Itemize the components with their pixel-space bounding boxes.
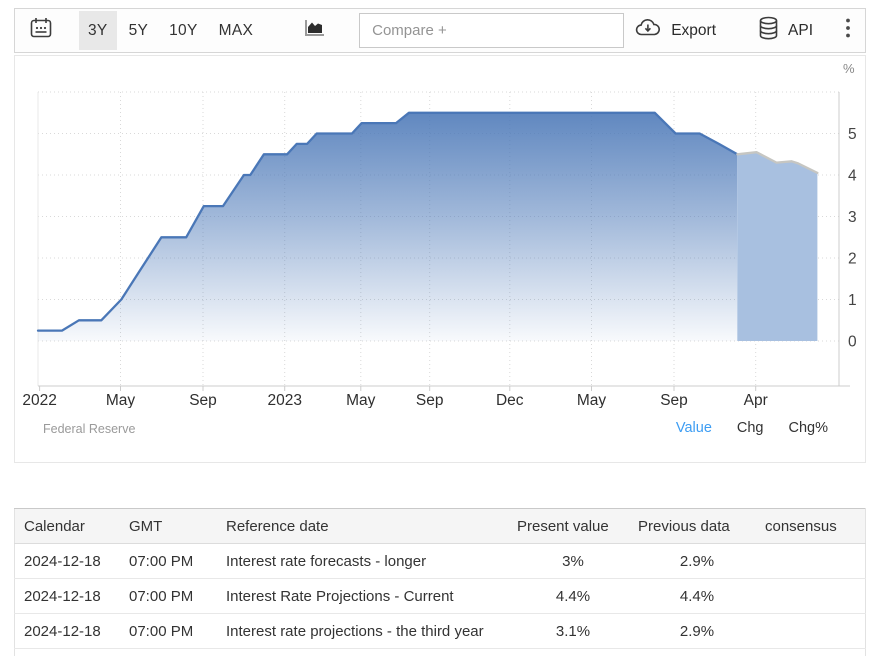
mode-link-chgpct[interactable]: Chg% xyxy=(788,420,829,436)
chart-type-button[interactable] xyxy=(303,18,325,43)
history-area xyxy=(38,112,738,341)
export-label: Export xyxy=(671,21,717,39)
forecast-area xyxy=(737,152,818,341)
cell-consensus xyxy=(756,613,866,649)
cell-calendar: 2024-12-18 xyxy=(14,543,120,579)
svg-text:Dec: Dec xyxy=(496,392,524,408)
cell-calendar: 2024-12-18 xyxy=(14,578,120,614)
api-button[interactable]: API xyxy=(758,16,813,46)
chart-axis-labels: 2022 May Sep 2023 May Sep Dec May Sep Apr 0 1 2 3 4 5% xyxy=(22,61,857,408)
history-line xyxy=(36,111,739,332)
svg-text:May: May xyxy=(577,392,607,408)
table-row[interactable]: 2024-12-18 07:00 PM Interest rate projecti… xyxy=(14,613,866,649)
header-consensus: consensus xyxy=(756,508,866,544)
calendar-icon xyxy=(29,16,53,45)
range-button-10y[interactable]: 10Y xyxy=(160,11,206,50)
cell-gmt: 07:00 PM xyxy=(120,543,217,579)
header-present-value: Present value xyxy=(508,508,629,544)
y-axis-unit: % xyxy=(843,61,855,76)
header-reference-date: Reference date xyxy=(217,508,508,544)
calendar-table: Calendar GMT Reference date Present valu… xyxy=(14,508,866,656)
interest-rate-chart[interactable]: 2022 May Sep 2023 May Sep Dec May Sep Apr 0 1 2 3 4 5% xyxy=(15,56,865,408)
svg-text:5: 5 xyxy=(848,126,857,143)
chart-toolbar: 3Y 5Y 10Y MAX Export xyxy=(14,8,866,53)
svg-text:2022: 2022 xyxy=(22,392,56,408)
svg-text:May: May xyxy=(346,392,376,408)
range-button-5y[interactable]: 5Y xyxy=(120,11,158,50)
mode-link-chg[interactable]: Chg xyxy=(736,420,764,436)
cell-gmt: 07:00 PM xyxy=(120,613,217,649)
header-previous-data: Previous data xyxy=(629,508,756,544)
cell-consensus xyxy=(756,578,866,614)
cell-reference-date: Interest rate projections - the third ye… xyxy=(217,613,508,649)
cell-reference-date: Interest rate forecasts - longer xyxy=(217,543,508,579)
svg-text:Sep: Sep xyxy=(660,392,688,408)
cell-present-value: 3% xyxy=(508,543,629,579)
export-button[interactable]: Export xyxy=(634,18,716,43)
header-calendar: Calendar xyxy=(14,508,120,544)
svg-text:3: 3 xyxy=(848,209,857,226)
cloud-download-icon xyxy=(634,18,662,43)
chart-series xyxy=(36,111,819,341)
cell-gmt: 07:00 PM xyxy=(120,578,217,614)
svg-text:Sep: Sep xyxy=(189,392,217,408)
kebab-menu-icon xyxy=(845,17,851,44)
cell-present-value: 4.4% xyxy=(508,578,629,614)
cell-previous-data: 2.9% xyxy=(629,543,756,579)
table-row[interactable]: 2024-12-18 07:00 PM Interest Rate Projecti… xyxy=(14,578,866,614)
svg-text:4: 4 xyxy=(848,168,857,185)
chart-mode-links: Value Chg Chg% xyxy=(676,420,828,436)
calendar-button[interactable] xyxy=(29,16,53,45)
svg-text:0: 0 xyxy=(848,334,857,351)
database-icon xyxy=(758,16,779,46)
cell-reference-date: Interest Rate Projections - Current xyxy=(217,578,508,614)
chart-axes xyxy=(38,92,850,391)
api-label: API xyxy=(788,21,813,39)
svg-text:1: 1 xyxy=(848,292,857,309)
table-row-partial xyxy=(14,648,866,656)
interest-rate-chart-card: 2022 May Sep 2023 May Sep Dec May Sep Apr 0 1 2 3 4 5% … xyxy=(14,55,866,463)
svg-text:2023: 2023 xyxy=(267,392,301,408)
area-chart-icon xyxy=(303,18,325,43)
cell-previous-data: 4.4% xyxy=(629,578,756,614)
cell-calendar: 2024-12-18 xyxy=(14,613,120,649)
compare-input[interactable] xyxy=(359,13,625,48)
forecast-line xyxy=(736,151,819,175)
table-row[interactable]: 2024-12-18 07:00 PM Interest rate forecast… xyxy=(14,543,866,579)
range-selector: 3Y 5Y 10Y MAX xyxy=(79,9,265,52)
mode-link-value[interactable]: Value xyxy=(675,420,712,436)
overflow-menu-button[interactable] xyxy=(845,17,851,44)
svg-text:May: May xyxy=(106,392,136,408)
svg-text:Apr: Apr xyxy=(744,392,768,408)
svg-text:Sep: Sep xyxy=(416,392,444,408)
svg-text:2: 2 xyxy=(848,251,857,268)
cell-present-value: 3.1% xyxy=(508,613,629,649)
header-gmt: GMT xyxy=(120,508,217,544)
range-button-max[interactable]: MAX xyxy=(210,11,263,50)
cell-consensus xyxy=(756,543,866,579)
table-header-row: Calendar GMT Reference date Present valu… xyxy=(14,508,866,544)
range-button-3y[interactable]: 3Y xyxy=(79,11,117,50)
source-label: Federal Reserve xyxy=(43,422,136,436)
cell-previous-data: 2.9% xyxy=(629,613,756,649)
